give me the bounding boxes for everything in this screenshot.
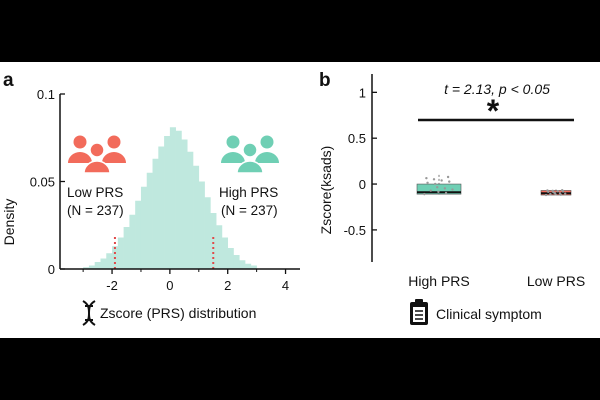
- histogram-bar: [239, 260, 246, 269]
- y-tick-label: 0.1: [37, 87, 55, 102]
- data-point: [423, 192, 426, 196]
- threshold-lines: [113, 234, 215, 269]
- data-point: [432, 178, 436, 181]
- panel-a-axes: [59, 93, 300, 274]
- panel-a-ylabel: Density: [1, 199, 17, 246]
- data-point: [549, 192, 552, 196]
- box: [416, 183, 462, 195]
- histogram-bar: [233, 255, 240, 269]
- x-tick-label: -2: [106, 278, 118, 293]
- data-point: [551, 189, 554, 193]
- panel-a-letter: a: [3, 70, 14, 91]
- histogram-bar: [210, 213, 217, 269]
- histogram-bar: [100, 258, 107, 269]
- high-prs-n: (N = 237): [221, 203, 278, 218]
- data-point: [448, 180, 451, 183]
- data-point: [443, 187, 447, 190]
- panel-b-axes: [371, 74, 377, 262]
- data-point: [544, 193, 548, 197]
- y-tick-label: 0: [48, 262, 55, 277]
- data-point: [558, 192, 562, 195]
- histogram-bar: [117, 237, 124, 269]
- histogram-bar: [187, 151, 194, 269]
- data-point: [564, 192, 567, 195]
- histogram-bar: [193, 165, 200, 269]
- histogram-bar: [88, 265, 95, 269]
- figure-svg: a Density -2 0 2 4 0 0.05 0.1 Low PRS (N…: [1, 70, 585, 326]
- data-point: [546, 189, 549, 192]
- data-point: [444, 191, 448, 195]
- y-tick-label: 0.5: [348, 131, 366, 146]
- data-point: [426, 181, 429, 184]
- histogram-bar: [129, 214, 136, 269]
- histogram-bar: [169, 127, 176, 269]
- histogram-bar: [250, 265, 257, 269]
- dna-icon: [82, 300, 96, 326]
- histogram-bar: [158, 146, 165, 269]
- histogram-bar: [245, 263, 252, 269]
- histogram-bar: [140, 186, 148, 269]
- category-label: High PRS: [408, 273, 469, 289]
- histogram-bar: [94, 262, 101, 269]
- data-point: [433, 182, 437, 186]
- data-point: [437, 190, 440, 194]
- y-tick-label: 1: [359, 85, 366, 100]
- x-tick-label: 4: [282, 278, 289, 293]
- histogram-bar: [146, 172, 153, 269]
- histogram-bar: [175, 130, 182, 269]
- histogram-bar: [135, 200, 142, 269]
- panel-b-letter: b: [319, 70, 331, 91]
- significance-star: *: [487, 93, 500, 129]
- x-tick-label: 0: [166, 278, 173, 293]
- data-point: [425, 176, 428, 180]
- data-point: [446, 175, 450, 179]
- high-prs-label: High PRS: [219, 185, 278, 200]
- x-tick-label: 2: [224, 278, 231, 293]
- stat-annotation: t = 2.13, p < 0.05: [444, 81, 550, 97]
- people-group-icon: [68, 135, 126, 174]
- histogram-bar: [204, 197, 211, 269]
- histogram-bar: [152, 158, 159, 269]
- data-point: [436, 186, 439, 189]
- histogram-bar: [181, 139, 188, 269]
- data-point: [451, 188, 454, 191]
- histogram-bar: [227, 248, 234, 269]
- clipboard-icon: [410, 299, 428, 325]
- histogram-bar: [198, 181, 205, 269]
- low-prs-n: (N = 237): [67, 203, 124, 218]
- category-label: Low PRS: [527, 273, 585, 289]
- histogram-bar: [83, 267, 90, 269]
- histogram-bars: [83, 127, 257, 269]
- y-tick-label: 0: [359, 177, 366, 192]
- data-point: [553, 191, 556, 195]
- histogram-bar: [216, 225, 223, 269]
- box-plots: [416, 174, 572, 197]
- y-tick-label: 0.05: [30, 175, 55, 190]
- histogram-bar: [123, 227, 130, 269]
- panel-b-xlabel: Clinical symptom: [436, 306, 542, 322]
- people-group-icon: [221, 135, 279, 174]
- histogram-bar: [106, 253, 113, 269]
- y-tick-label: -0.5: [344, 223, 366, 238]
- data-point: [429, 189, 432, 192]
- histogram-bar: [164, 136, 171, 269]
- data-point: [556, 189, 559, 193]
- data-point: [561, 188, 564, 192]
- histogram-bar: [221, 237, 229, 269]
- data-point: [440, 179, 443, 182]
- panel-b-ylabel: Zscore(ksads): [318, 146, 334, 235]
- low-prs-label: Low PRS: [67, 185, 123, 200]
- figure-panel: a Density -2 0 2 4 0 0.05 0.1 Low PRS (N…: [0, 62, 600, 338]
- panel-a-xlabel: Zscore (PRS) distribution: [100, 305, 256, 321]
